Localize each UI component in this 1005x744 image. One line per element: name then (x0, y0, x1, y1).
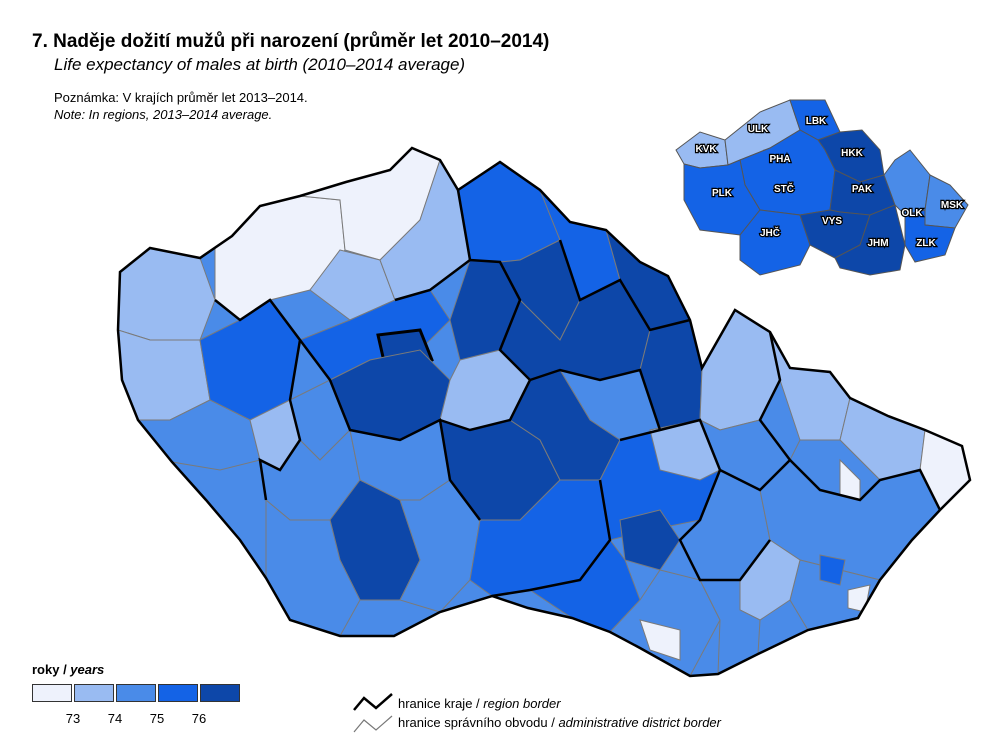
legend-region-border-en: region border (483, 696, 561, 711)
district-jhm6 (699, 579, 761, 675)
map-subtitle: Life expectancy of males at birth (2010–… (54, 55, 466, 74)
legend-title-cz: roky / (32, 662, 71, 677)
legend-swatch-2 (74, 684, 114, 702)
inset-region-plk (683, 159, 761, 236)
legend-swatch-1 (32, 684, 72, 702)
legend-title-en: years (70, 662, 105, 677)
district-jhm-brno (619, 509, 681, 571)
legend-swatch-3 (116, 684, 156, 702)
legend-district-border-en: administrative district border (558, 715, 721, 730)
inset-label-hkk: HKK (841, 148, 863, 159)
legend-border-symbols (353, 693, 393, 733)
inset-label-pak: PAK (852, 184, 873, 195)
region-borders (116, 146, 972, 678)
inset-label-lbk: LBK (806, 116, 827, 127)
legend-swatch-5 (200, 684, 240, 702)
legend-district-border-cz: hranice správního obvodu / (398, 715, 559, 730)
inset-label-pha: PHA (769, 154, 790, 165)
map-title: 7. Naděje dožití mužů při narození (prům… (32, 31, 550, 52)
legend-tick-74: 74 (107, 711, 123, 726)
district-border-symbol (353, 715, 393, 733)
inset-label-kvk: KVK (695, 144, 717, 155)
inset-label-plk: PLK (712, 188, 733, 199)
inset-label-jhc: JHČ (760, 226, 780, 239)
legend-swatch-4 (158, 684, 198, 702)
inset-label-vys: VYS (822, 216, 842, 227)
note-cz: Poznámka: V krajích průměr let 2013–2014… (54, 90, 308, 105)
legend-region-border: hranice kraje / region border (398, 696, 561, 711)
note-en: Note: In regions, 2013–2014 average. (54, 107, 273, 122)
legend-swatches (32, 684, 242, 702)
inset-label-zlk: ZLK (916, 238, 936, 249)
legend-tick-73: 73 (65, 711, 81, 726)
legend-tick-75: 75 (149, 711, 165, 726)
district-zlk4 (819, 554, 846, 586)
region-border-symbol (353, 693, 393, 711)
inset-label-msk: MSK (941, 200, 964, 211)
inset-label-stc: STČ (774, 182, 794, 195)
inset-region-zlk (904, 209, 956, 263)
country-outline (116, 146, 972, 678)
legend-region-border-cz: hranice kraje / (398, 696, 484, 711)
legend-title: roky / years (32, 662, 104, 677)
inset-label-olk: OLK (901, 208, 923, 219)
inset-label-ulk: ULK (748, 124, 769, 135)
legend-tick-76: 76 (191, 711, 207, 726)
inset-region-jhc (739, 209, 811, 276)
district-jhm5 (639, 619, 681, 661)
inset-label-jhm: JHM (867, 238, 888, 249)
legend-district-border: hranice správního obvodu / administrativ… (398, 715, 721, 730)
